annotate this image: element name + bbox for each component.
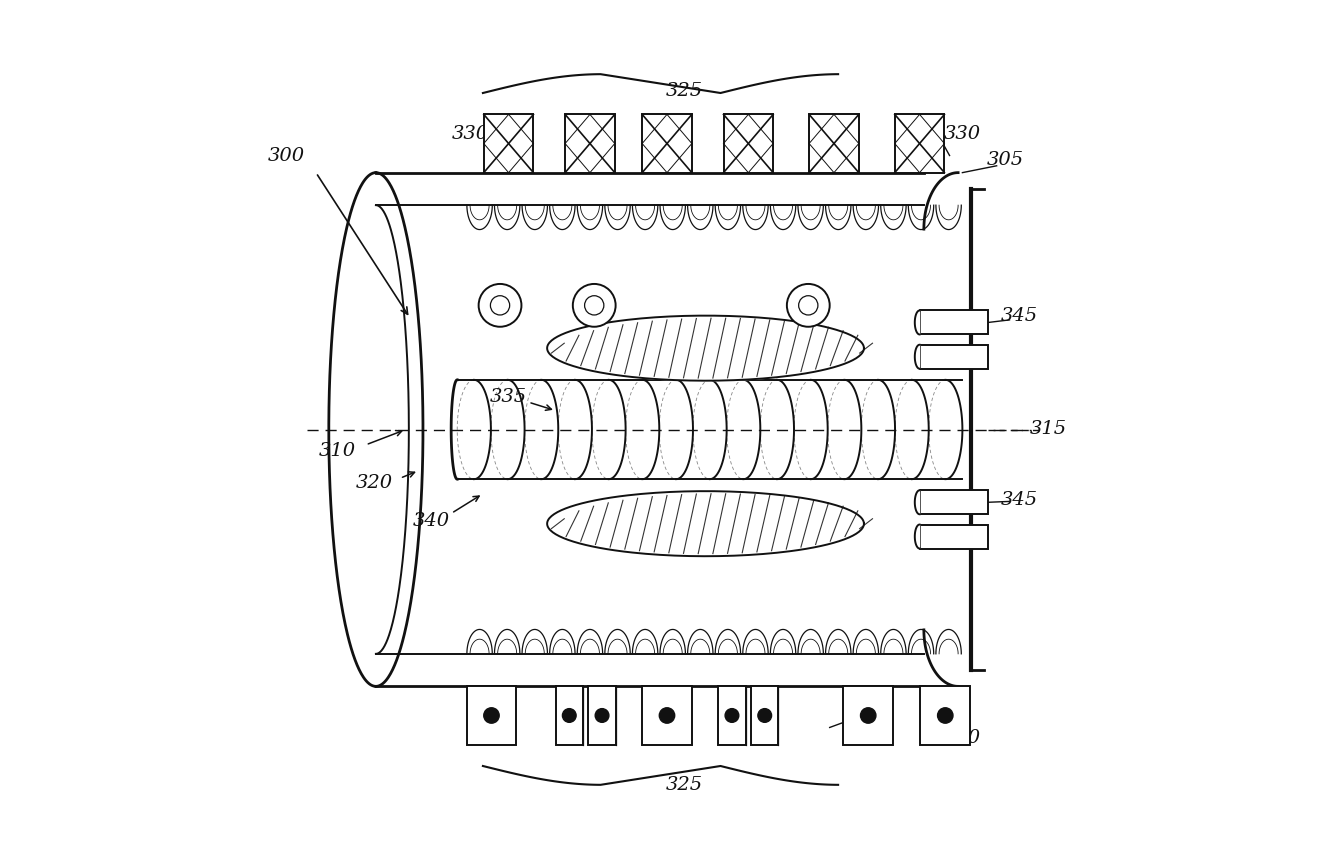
Circle shape (595, 709, 608, 722)
Text: 345: 345 (1002, 308, 1038, 326)
Circle shape (584, 295, 604, 315)
Circle shape (659, 708, 675, 723)
Polygon shape (915, 310, 919, 334)
Bar (723, 114, 774, 173)
Bar (642, 686, 692, 745)
Bar (588, 686, 616, 745)
Text: 330: 330 (451, 125, 488, 143)
Circle shape (491, 295, 510, 315)
Bar (810, 114, 859, 173)
Text: 325: 325 (666, 82, 703, 101)
Bar (919, 525, 988, 549)
Text: 345: 345 (1002, 490, 1038, 509)
Text: 335: 335 (490, 388, 527, 406)
Circle shape (860, 708, 876, 723)
Bar (919, 310, 988, 334)
Circle shape (758, 709, 771, 722)
Polygon shape (547, 315, 864, 381)
Text: 330: 330 (944, 125, 980, 143)
Bar (919, 490, 988, 515)
Text: 325: 325 (666, 776, 703, 794)
Text: 330: 330 (474, 728, 510, 746)
Text: 310: 310 (319, 442, 356, 460)
Bar (484, 114, 534, 173)
Bar (895, 114, 944, 173)
Bar (642, 114, 692, 173)
Bar (718, 686, 746, 745)
Circle shape (726, 709, 739, 722)
Bar (919, 344, 988, 369)
Polygon shape (915, 525, 919, 549)
Circle shape (799, 295, 818, 315)
Text: 315: 315 (1030, 421, 1067, 438)
Bar (751, 686, 778, 745)
Polygon shape (915, 490, 919, 515)
Circle shape (484, 708, 499, 723)
Circle shape (563, 709, 576, 722)
Text: 305: 305 (987, 151, 1023, 168)
Text: 340: 340 (850, 728, 887, 746)
Text: 300: 300 (267, 147, 304, 165)
Circle shape (572, 284, 615, 326)
Polygon shape (915, 344, 919, 369)
Bar (843, 686, 892, 745)
Circle shape (787, 284, 830, 326)
Bar (467, 686, 516, 745)
Bar (556, 686, 583, 745)
Text: 330: 330 (944, 728, 980, 746)
Bar (920, 686, 970, 745)
Circle shape (938, 708, 952, 723)
Text: 320: 320 (356, 474, 392, 492)
Circle shape (479, 284, 522, 326)
Bar (566, 114, 615, 173)
Polygon shape (547, 491, 864, 557)
Text: 340: 340 (414, 512, 450, 530)
